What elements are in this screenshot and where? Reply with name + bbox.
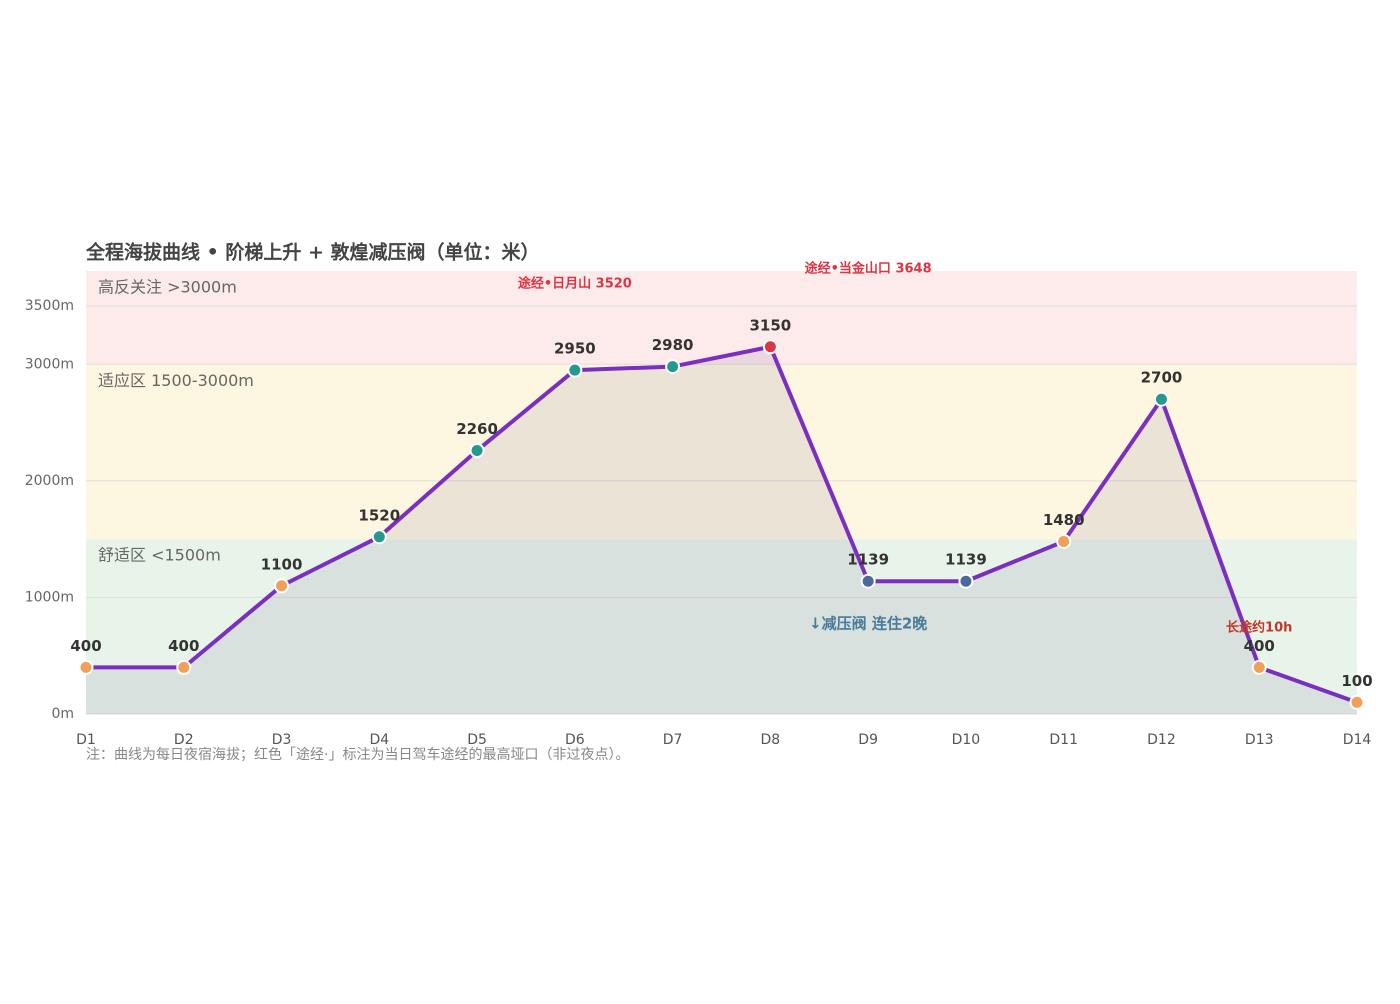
value-label: 3150	[750, 316, 792, 334]
zone-band	[86, 539, 1357, 714]
zone-band	[86, 364, 1357, 540]
point	[78, 659, 94, 675]
point	[176, 659, 192, 675]
x-tick-label: D2	[174, 732, 194, 748]
x-tick-label: D7	[663, 732, 683, 748]
zone-band	[86, 271, 1357, 365]
line	[86, 344, 1358, 705]
zone-label: 高反关注 >3000m	[98, 278, 237, 297]
area	[86, 346, 1357, 714]
y-tick-label: 2000m	[25, 473, 74, 489]
value-label: 1520	[358, 506, 400, 524]
zone-label: 适应区 1500-3000m	[98, 371, 254, 390]
y-tick-label: 0m	[51, 706, 74, 722]
point	[762, 339, 778, 355]
point	[371, 529, 387, 545]
value-label: 2700	[1141, 369, 1183, 387]
y-tick-label: 3000m	[25, 356, 74, 372]
point	[274, 578, 290, 594]
value-label: 400	[1244, 637, 1275, 655]
point	[1349, 694, 1365, 710]
point	[1153, 391, 1169, 407]
point	[665, 359, 681, 375]
zone-label: 舒适区 <1500m	[98, 546, 221, 565]
x-tick-label: D5	[467, 732, 487, 748]
point	[860, 573, 876, 589]
x-tick-label: D13	[1245, 732, 1274, 748]
value-label: 1100	[261, 555, 303, 573]
value-label: 2980	[652, 336, 694, 354]
value-label: 1139	[847, 551, 889, 569]
annotation: 长途约10h	[1226, 620, 1292, 636]
x-tick-label: D10	[952, 732, 981, 748]
value-label: 100	[1341, 672, 1372, 690]
x-tick-label: D9	[858, 732, 878, 748]
y-tick-label: 3500m	[25, 298, 74, 314]
x-tick-label: D11	[1049, 732, 1078, 748]
value-label: 400	[70, 637, 101, 655]
x-tick-label: D6	[565, 732, 585, 748]
value-label: 400	[168, 637, 199, 655]
y-tick-label: 1000m	[25, 589, 74, 605]
value-label: 2260	[456, 420, 498, 438]
x-tick-label: D14	[1343, 732, 1372, 748]
annotation: 途经•当金山口 3648	[805, 261, 932, 277]
value-label: 1139	[945, 551, 987, 569]
x-tick-label: D8	[761, 732, 781, 748]
point	[567, 362, 583, 378]
point	[958, 573, 974, 589]
x-tick-label: D4	[369, 732, 389, 748]
x-tick-label: D1	[76, 732, 96, 748]
x-tick-label: D3	[272, 732, 292, 748]
point	[1251, 659, 1267, 675]
annotation: 途经•日月山 3520	[518, 276, 632, 292]
footnote: 注：曲线为每日夜宿海拔；红色「途经·」标注为当日驾车途经的最高垭口（非过夜点）。	[86, 746, 629, 763]
annotation: ↓减压阀 连住2晚	[809, 615, 927, 633]
x-tick-label: D12	[1147, 732, 1176, 748]
point	[1056, 533, 1072, 549]
point	[469, 443, 485, 459]
chart-title: 全程海拔曲线 • 阶梯上升 + 敦煌减压阀（单位：米）	[85, 241, 540, 264]
value-label: 2950	[554, 340, 596, 358]
value-label: 1480	[1043, 511, 1085, 529]
